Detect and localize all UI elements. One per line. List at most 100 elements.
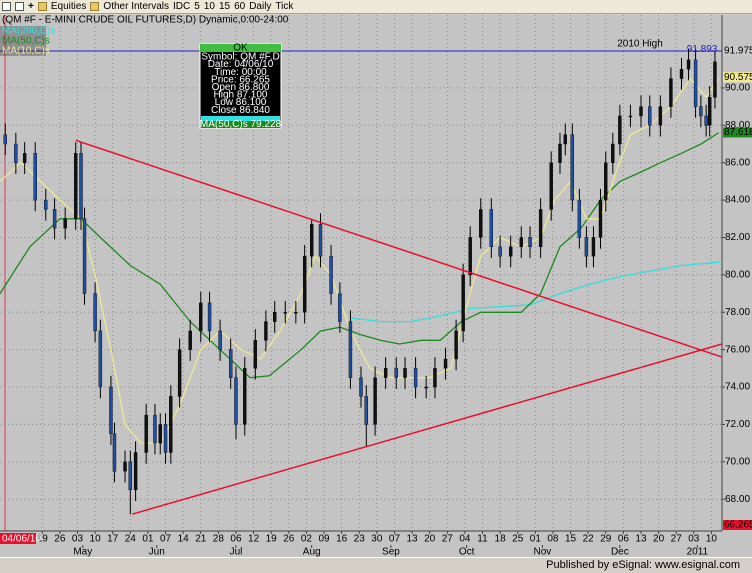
candle-body (359, 377, 363, 397)
toolbar-button[interactable]: Tick (275, 1, 294, 12)
toolbar-button[interactable]: Other Intervals (103, 1, 170, 12)
candle-body (169, 396, 173, 453)
candle-body (604, 162, 608, 201)
status-text: Published by eSignal: www.esignal.com (546, 559, 740, 571)
candle-body (704, 115, 708, 126)
candle-body (234, 377, 238, 425)
x-tick-label: 21 (195, 534, 207, 545)
candle-body (338, 293, 342, 322)
price-marker-label: 66.265 (724, 520, 752, 531)
x-tick-label: 13 (407, 534, 419, 545)
candle-body (454, 330, 458, 360)
x-tick-label: 07 (389, 534, 401, 545)
y-axis-background (722, 15, 752, 557)
month-label: Oct (459, 547, 475, 557)
candle-body (679, 69, 684, 79)
candle-body (283, 312, 287, 314)
candle-body (33, 153, 37, 201)
x-tick-label: 20 (424, 534, 436, 545)
candle-body (424, 386, 428, 389)
candle-body (713, 61, 717, 98)
candle-body (563, 134, 567, 145)
y-tick-label: 88.00 (725, 120, 750, 131)
toolbar-button[interactable]: 15 (218, 1, 231, 12)
info-row: Low 86.100 (215, 97, 267, 108)
candle-body (658, 106, 663, 126)
candle-body (329, 255, 333, 294)
toolbar-button[interactable]: Daily (249, 1, 272, 12)
candle-body (294, 312, 298, 314)
trend-line (75, 139, 723, 358)
toolbar-icon[interactable] (2, 2, 11, 11)
y-tick-label: 74.00 (725, 382, 750, 393)
toolbar-icon[interactable] (15, 2, 24, 11)
toolbar-button[interactable]: 5 (194, 1, 200, 12)
candle-body (63, 218, 67, 229)
x-tick-label: 04 (459, 534, 471, 545)
x-tick-label: 09 (318, 534, 330, 545)
high-line-label: 2010 High (617, 39, 663, 50)
x-tick-label: 06 (230, 534, 242, 545)
candle-body (123, 461, 127, 472)
info-row: High 87.100 (214, 90, 268, 101)
y-tick-label: 68.00 (725, 494, 750, 505)
toolbar-icon[interactable]: + (28, 1, 34, 12)
x-tick-label: 12 (248, 534, 260, 545)
y-tick-label: 78.00 (725, 307, 750, 318)
x-tick-label: 14 (178, 534, 190, 545)
info-row: Open 86.800 (212, 82, 270, 93)
candle-body (98, 330, 103, 388)
candle-body (403, 368, 407, 378)
x-tick-label: 27 (442, 534, 454, 545)
annotation: 91.893 (687, 44, 718, 55)
candle-body (177, 349, 182, 397)
toolbar-button[interactable]: Equities (50, 1, 87, 12)
month-label: Sep (382, 547, 400, 557)
toolbar-button[interactable]: IDC (173, 1, 191, 12)
candle-body (519, 237, 523, 248)
candle-body (648, 106, 652, 126)
candle-body (707, 97, 712, 126)
x-tick-label: 23 (354, 534, 366, 545)
x-tick-label: 24 (125, 534, 137, 545)
chart-title: (QM #F - E-MINI CRUDE OIL FUTURES,D) Dyn… (2, 15, 289, 26)
month-label: May (73, 547, 92, 557)
month-label: Jul (230, 547, 243, 557)
x-tick-label: 29 (600, 534, 612, 545)
candle-body (611, 143, 615, 163)
candle-body (577, 199, 582, 238)
candle-body (163, 424, 168, 453)
folder-icon (37, 2, 47, 11)
candle-body (468, 237, 472, 276)
candle-body (74, 153, 78, 219)
candle-body (112, 433, 117, 472)
candle-body (253, 340, 258, 369)
candle-body (413, 368, 418, 388)
ma-line (350, 261, 723, 323)
candle-body (591, 237, 596, 257)
x-tick-label: 20 (653, 534, 665, 545)
candle-body (228, 349, 233, 378)
x-tick-label: 11 (477, 534, 488, 545)
candle-body (44, 199, 48, 210)
y-tick-label: 82.00 (725, 232, 750, 243)
x-tick-label: 03 (688, 534, 700, 545)
candle-body (528, 237, 532, 248)
candle-body (498, 246, 502, 257)
candle-body (79, 153, 83, 219)
trend-line (131, 343, 723, 515)
cursor-date-box (0, 533, 36, 544)
candle-body (243, 368, 247, 425)
toolbar-button[interactable]: 60 (234, 1, 246, 12)
info-ma-row: MA(50,C)s 79.228 (200, 119, 282, 130)
cursor-date: 04/06/10 (2, 534, 41, 545)
info-row: Time: 00:00 (214, 67, 267, 78)
candle-body (318, 224, 323, 257)
toolbar-button[interactable]: 10 (203, 1, 215, 12)
candle-body (309, 224, 314, 257)
x-tick-label: 28 (213, 534, 225, 545)
candle-body (207, 302, 212, 332)
price-marker-label: 91.975 (724, 46, 752, 57)
candle-body (570, 134, 575, 201)
candle-body (348, 321, 353, 378)
